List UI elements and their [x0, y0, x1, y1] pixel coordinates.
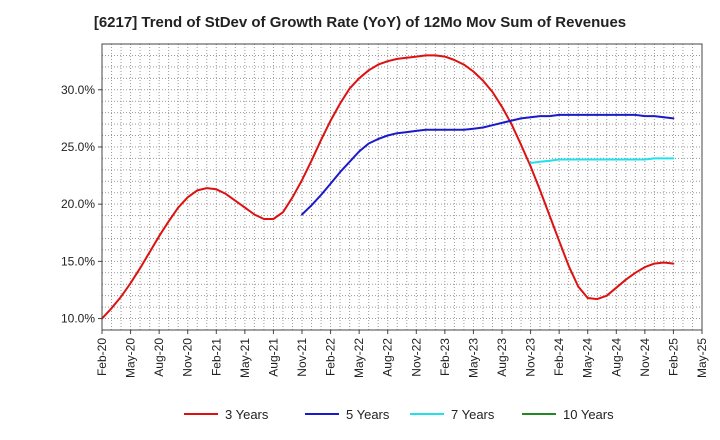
x-tick-label: Feb-20	[95, 338, 109, 376]
x-tick-label: Aug-24	[609, 338, 623, 377]
chart-title: [6217] Trend of StDev of Growth Rate (Yo…	[93, 14, 627, 31]
legend: 3 Years 5 Years 7 Years 10 Years	[184, 407, 614, 422]
series-line-7-years	[529, 157, 675, 164]
plot-frame	[101, 43, 703, 331]
series-line-3-years	[101, 54, 675, 320]
y-tick-label: 15.0%	[61, 254, 95, 268]
x-tick-label: Nov-20	[181, 338, 195, 377]
x-tick-label: Aug-22	[381, 338, 395, 377]
series-lines	[101, 54, 675, 320]
x-tick-label: May-22	[352, 338, 366, 378]
y-tick-label: 10.0%	[61, 312, 95, 326]
legend-label: 3 Years	[225, 407, 269, 422]
x-tick-label: Aug-20	[152, 338, 166, 377]
series-line-5-years	[301, 113, 675, 216]
x-tick-label: Nov-23	[524, 338, 538, 377]
x-tick-label: Aug-23	[495, 338, 509, 377]
x-tick-label: May-23	[466, 338, 480, 378]
legend-label: 5 Years	[346, 407, 390, 422]
x-tick-label: Feb-24	[552, 338, 566, 376]
y-tick-label: 25.0%	[61, 140, 95, 154]
x-tick-label: Feb-23	[438, 338, 452, 376]
y-tick-label: 20.0%	[61, 197, 95, 211]
x-axis-ticks: Feb-20 May-20 Aug-20 Nov-20 Feb-21 May-21 Aug-…	[95, 330, 709, 378]
y-axis-ticks: 10.0% 15.0% 20.0% 25.0% 30.0%	[61, 83, 102, 326]
x-tick-label: Nov-24	[638, 338, 652, 377]
x-tick-label: Feb-22	[324, 338, 338, 376]
x-tick-label: May-24	[581, 338, 595, 378]
x-tick-label: Nov-22	[409, 338, 423, 377]
x-tick-label: May-21	[238, 338, 252, 378]
legend-label: 10 Years	[563, 407, 614, 422]
legend-label: 7 Years	[451, 407, 495, 422]
y-tick-label: 30.0%	[61, 83, 95, 97]
x-tick-label: Nov-21	[295, 338, 309, 377]
grid-lines	[102, 44, 702, 331]
x-tick-label: May-20	[124, 338, 138, 378]
x-tick-label: Feb-25	[666, 338, 680, 376]
x-tick-label: Aug-21	[266, 338, 280, 377]
x-tick-label: May-25	[695, 338, 709, 378]
x-tick-label: Feb-21	[209, 338, 223, 376]
